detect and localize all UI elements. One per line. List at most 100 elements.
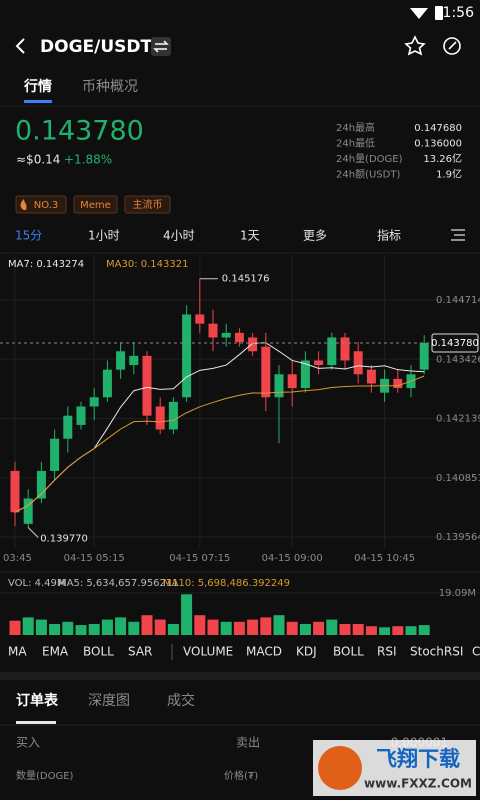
volume-bar [313,621,325,635]
volume-bar [128,621,140,635]
candle-body [155,406,165,430]
favorite-button[interactable] [404,35,426,56]
volume-bar [379,627,391,635]
low-marker-line [27,527,39,538]
share-button[interactable] [443,37,461,55]
volume-bar [326,619,338,635]
back-button[interactable] [15,38,25,54]
volume-legend: VOL: 4.49M [8,578,66,589]
sub-indicator[interactable]: C [472,645,480,659]
candle-body [89,397,99,407]
x-tick-label: 04-15 10:45 [354,553,415,564]
main-indicator[interactable]: BOLL [83,645,114,659]
low-marker-label: 0.139770 [40,534,88,545]
candle-body [182,314,192,398]
candle-body [393,378,403,389]
sell-label: 卖出 [236,736,260,750]
candle-body [116,351,126,370]
tag: Meme [80,200,111,211]
candle-body [327,337,337,366]
interval-tab[interactable]: 4小时 [163,229,195,243]
battery-icon [435,6,443,20]
volume-legend: MA5: 5,634,657.956211 [58,578,179,589]
current-price-box [431,333,479,353]
volume-bar [339,623,351,635]
volume-tick-label: 19.09M [439,588,476,599]
volume-legend: MA10: 5,698,486.392249 [163,578,290,589]
candle-body [261,346,271,398]
interval-tab[interactable]: 更多 [303,229,327,243]
ma7-legend: MA7: 0.143274 [8,259,84,270]
candle-body [102,369,112,398]
stat-value: 13.26亿 [423,152,462,165]
volume-bar [167,623,179,635]
high-marker-label: 0.145176 [222,274,270,285]
price-change: +1.88% [64,153,112,167]
candle-body [300,360,310,389]
settings-icon[interactable] [451,229,465,241]
x-tick-label: 03:45 [3,553,32,564]
main-indicator[interactable]: EMA [42,645,69,659]
stat-label: 24h额(USDT) [336,168,400,181]
volume-bar [49,623,61,635]
volume-bar [22,617,34,635]
y-tick-label: 0.139564 [436,532,480,543]
main-indicator[interactable]: SAR [128,645,152,659]
bottom-tab[interactable]: 订单表 [16,692,59,709]
volume-bar [115,617,127,635]
bottom-tab[interactable]: 成交 [167,692,195,709]
tag-box [15,195,67,214]
stat-value: 1.9亿 [436,168,462,181]
interval-tab[interactable]: 1天 [240,229,260,243]
y-tick-label: 0.143426 [436,354,480,365]
candle-body [50,438,60,471]
sub-indicator[interactable]: MACD [246,645,282,659]
stat-value: 0.136000 [414,139,462,150]
volume-bar [260,617,272,635]
sub-indicator[interactable]: StochRSI [410,645,463,659]
interval-tab[interactable]: 1小时 [88,229,120,243]
volume-bar [247,619,259,635]
watermark: 飞翔下载 www.FXXZ.COM [313,740,476,796]
interval-tab[interactable]: 15分 [15,229,42,243]
bottom-tab[interactable]: 深度图 [88,693,130,709]
volume-bar [75,625,87,635]
price-label: 价格(₮) [224,769,258,782]
swap-button[interactable] [151,37,171,56]
candle-body [419,342,429,370]
volume-bar [352,623,364,635]
interval-tab[interactable]: 指标 [377,228,401,243]
candle-body [314,360,324,366]
stat-label: 24h最高 [336,121,375,134]
sub-indicator[interactable]: VOLUME [183,645,233,659]
fire-icon [20,199,27,210]
volume-bar [194,615,206,635]
current-price-label: 0.143780 [431,338,479,349]
qty-label: 数量(DOGE) [16,769,74,782]
candle-body [168,401,178,430]
sub-indicator[interactable]: KDJ [296,645,317,659]
x-tick-label: 04-15 09:00 [262,553,323,564]
tab[interactable]: 币种概况 [82,79,138,95]
sub-indicator[interactable]: RSI [377,645,397,659]
candle-body [366,369,376,384]
candle-body [287,374,297,389]
main-indicator[interactable]: MA [8,645,27,659]
candle-body [274,374,284,398]
stat-label: 24h量(DOGE) [336,153,403,165]
candle-body [23,498,33,524]
candle-body [353,351,363,375]
tag-box [124,195,171,214]
tab-active[interactable]: 行情 [23,78,52,95]
ma30-legend: MA30: 0.143321 [106,259,188,270]
volume-bar [299,623,311,635]
tag-box [73,195,118,214]
candle-body [234,332,244,343]
volume-bar [220,621,232,635]
y-tick-label: 0.142139 [436,413,480,424]
volume-bar [154,619,166,635]
candle-body [142,355,152,416]
sub-indicator[interactable]: BOLL [333,645,364,659]
candle-body [340,337,350,361]
